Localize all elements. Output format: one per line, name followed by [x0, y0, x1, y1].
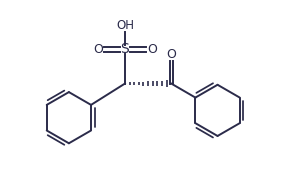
Text: S: S: [121, 42, 129, 56]
Text: OH: OH: [116, 19, 134, 32]
Text: O: O: [166, 48, 176, 61]
Text: O: O: [147, 43, 157, 56]
Text: O: O: [93, 43, 103, 56]
